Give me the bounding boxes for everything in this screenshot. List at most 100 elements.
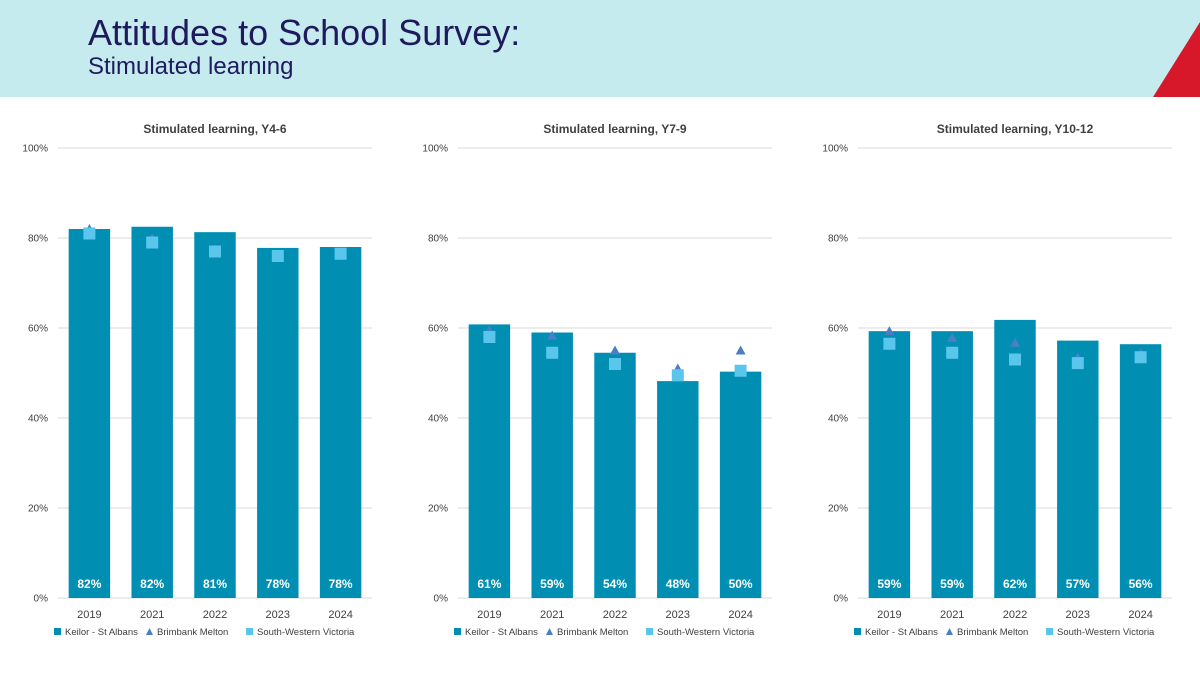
bar bbox=[931, 331, 973, 598]
legend-label: Brimbank Melton bbox=[157, 627, 228, 638]
triangle-marker bbox=[1010, 337, 1020, 347]
x-tick-label: 2023 bbox=[1066, 609, 1090, 621]
chart-y10-12: Stimulated learning, Y10-12 0% 20% 40% 60% 80… bbox=[820, 110, 1200, 650]
bar bbox=[994, 319, 1036, 598]
bar-data-label: 59% bbox=[877, 577, 901, 591]
x-tick-label: 2024 bbox=[1128, 609, 1152, 621]
bar-data-label: 56% bbox=[1129, 577, 1153, 591]
legend-square-swatch bbox=[646, 628, 653, 635]
bar-data-label: 61% bbox=[477, 577, 501, 591]
legend-item-south-western-victoria: South-Western Victoria bbox=[646, 627, 755, 638]
bar-data-label: 59% bbox=[940, 577, 964, 591]
page-title: Attitudes to School Survey: bbox=[88, 12, 521, 53]
bar bbox=[319, 247, 362, 598]
banner-fill bbox=[0, 0, 1155, 97]
bar bbox=[68, 229, 111, 598]
chart-svg: Stimulated learning, Y7-9 0% 20% 40% 60% 80% 1… bbox=[422, 122, 772, 638]
y-tick-label: 40% bbox=[828, 414, 848, 425]
y-tick-label: 20% bbox=[428, 504, 448, 515]
x-tick-label: 2021 bbox=[140, 609, 164, 621]
square-marker bbox=[83, 227, 96, 240]
legend-item-keilor-st-albans: Keilor - St Albans bbox=[54, 627, 138, 638]
y-tick-label: 80% bbox=[828, 234, 848, 245]
legend-label: South-Western Victoria bbox=[257, 627, 355, 638]
legend-bar-swatch bbox=[54, 628, 61, 635]
legend-item-south-western-victoria: South-Western Victoria bbox=[1046, 627, 1155, 638]
bar-data-label: 81% bbox=[203, 577, 227, 591]
chart-svg: Stimulated learning, Y10-12 0% 20% 40% 60% 80… bbox=[822, 122, 1172, 638]
bar-data-label: 54% bbox=[603, 577, 627, 591]
bar bbox=[257, 247, 299, 598]
y-tick-label: 0% bbox=[34, 594, 49, 605]
bar bbox=[531, 332, 573, 598]
bar bbox=[868, 331, 911, 598]
page-subtitle: Stimulated learning bbox=[88, 53, 294, 80]
y-tick-label: 40% bbox=[28, 414, 48, 425]
chart-title: Stimulated learning, Y10-12 bbox=[937, 122, 1094, 136]
bar-data-label: 48% bbox=[666, 577, 690, 591]
legend-label: Keilor - St Albans bbox=[65, 627, 138, 638]
bar bbox=[468, 324, 511, 598]
bar-data-label: 82% bbox=[77, 577, 101, 591]
square-marker bbox=[146, 236, 159, 249]
legend-label: Brimbank Melton bbox=[957, 627, 1028, 638]
square-marker bbox=[946, 346, 959, 359]
square-marker bbox=[483, 331, 496, 343]
x-tick-label: 2024 bbox=[328, 609, 352, 621]
y-tick-label: 60% bbox=[28, 324, 48, 335]
header-banner bbox=[0, 0, 1200, 97]
y-tick-label: 100% bbox=[422, 144, 448, 155]
bar bbox=[1057, 340, 1099, 598]
chart-svg: Stimulated learning, Y4-6 0% 20% 40% 60% 80% 1… bbox=[22, 122, 372, 638]
triangle-marker bbox=[735, 345, 746, 355]
chart-y7-9: Stimulated learning, Y7-9 0% 20% 40% 60% 80% 1… bbox=[420, 110, 800, 650]
bar-data-label: 57% bbox=[1066, 577, 1090, 591]
legend-square-swatch bbox=[246, 628, 253, 635]
legend-label: South-Western Victoria bbox=[1057, 627, 1155, 638]
legend-label: Brimbank Melton bbox=[557, 627, 628, 638]
x-tick-label: 2022 bbox=[603, 609, 627, 621]
legend-triangle-swatch bbox=[146, 628, 153, 635]
y-tick-label: 60% bbox=[828, 324, 848, 335]
triangle-marker bbox=[884, 326, 895, 336]
y-tick-label: 60% bbox=[428, 324, 448, 335]
accent-logo-shape bbox=[1153, 22, 1200, 97]
x-tick-label: 2024 bbox=[728, 609, 752, 621]
legend-bar-swatch bbox=[454, 628, 461, 635]
square-marker bbox=[883, 337, 896, 350]
y-tick-label: 20% bbox=[828, 504, 848, 515]
bar bbox=[594, 352, 636, 598]
bar bbox=[657, 381, 699, 598]
y-tick-label: 0% bbox=[834, 594, 849, 605]
x-tick-label: 2021 bbox=[940, 609, 964, 621]
legend-label: South-Western Victoria bbox=[657, 627, 755, 638]
bar-data-label: 78% bbox=[266, 577, 290, 591]
x-tick-label: 2019 bbox=[477, 609, 501, 621]
legend-triangle-swatch bbox=[946, 628, 953, 635]
legend-label: Keilor - St Albans bbox=[465, 627, 538, 638]
legend-bar-swatch bbox=[854, 628, 861, 635]
x-tick-label: 2022 bbox=[203, 609, 227, 621]
triangle-marker bbox=[547, 330, 558, 340]
banner-background bbox=[0, 0, 1200, 97]
x-tick-label: 2023 bbox=[266, 609, 290, 621]
legend-item-brimbank-melton: Brimbank Melton bbox=[946, 627, 1028, 638]
chart-y4-6: Stimulated learning, Y4-6 0% 20% 40% 60% 80% 1… bbox=[20, 110, 400, 650]
x-tick-label: 2021 bbox=[540, 609, 564, 621]
square-marker bbox=[546, 346, 559, 359]
square-marker bbox=[1009, 353, 1021, 366]
bar-data-label: 82% bbox=[140, 577, 164, 591]
legend-item-south-western-victoria: South-Western Victoria bbox=[246, 627, 355, 638]
y-tick-label: 0% bbox=[434, 594, 449, 605]
legend-item-brimbank-melton: Brimbank Melton bbox=[546, 627, 628, 638]
square-marker bbox=[1134, 351, 1147, 364]
chart-title: Stimulated learning, Y4-6 bbox=[143, 122, 286, 136]
square-marker bbox=[271, 250, 284, 262]
square-marker bbox=[334, 247, 347, 260]
legend-label: Keilor - St Albans bbox=[865, 627, 938, 638]
square-marker bbox=[609, 358, 621, 370]
legend-square-swatch bbox=[1046, 628, 1053, 635]
bar bbox=[131, 226, 173, 598]
bar bbox=[1119, 344, 1162, 598]
bar bbox=[719, 371, 762, 598]
